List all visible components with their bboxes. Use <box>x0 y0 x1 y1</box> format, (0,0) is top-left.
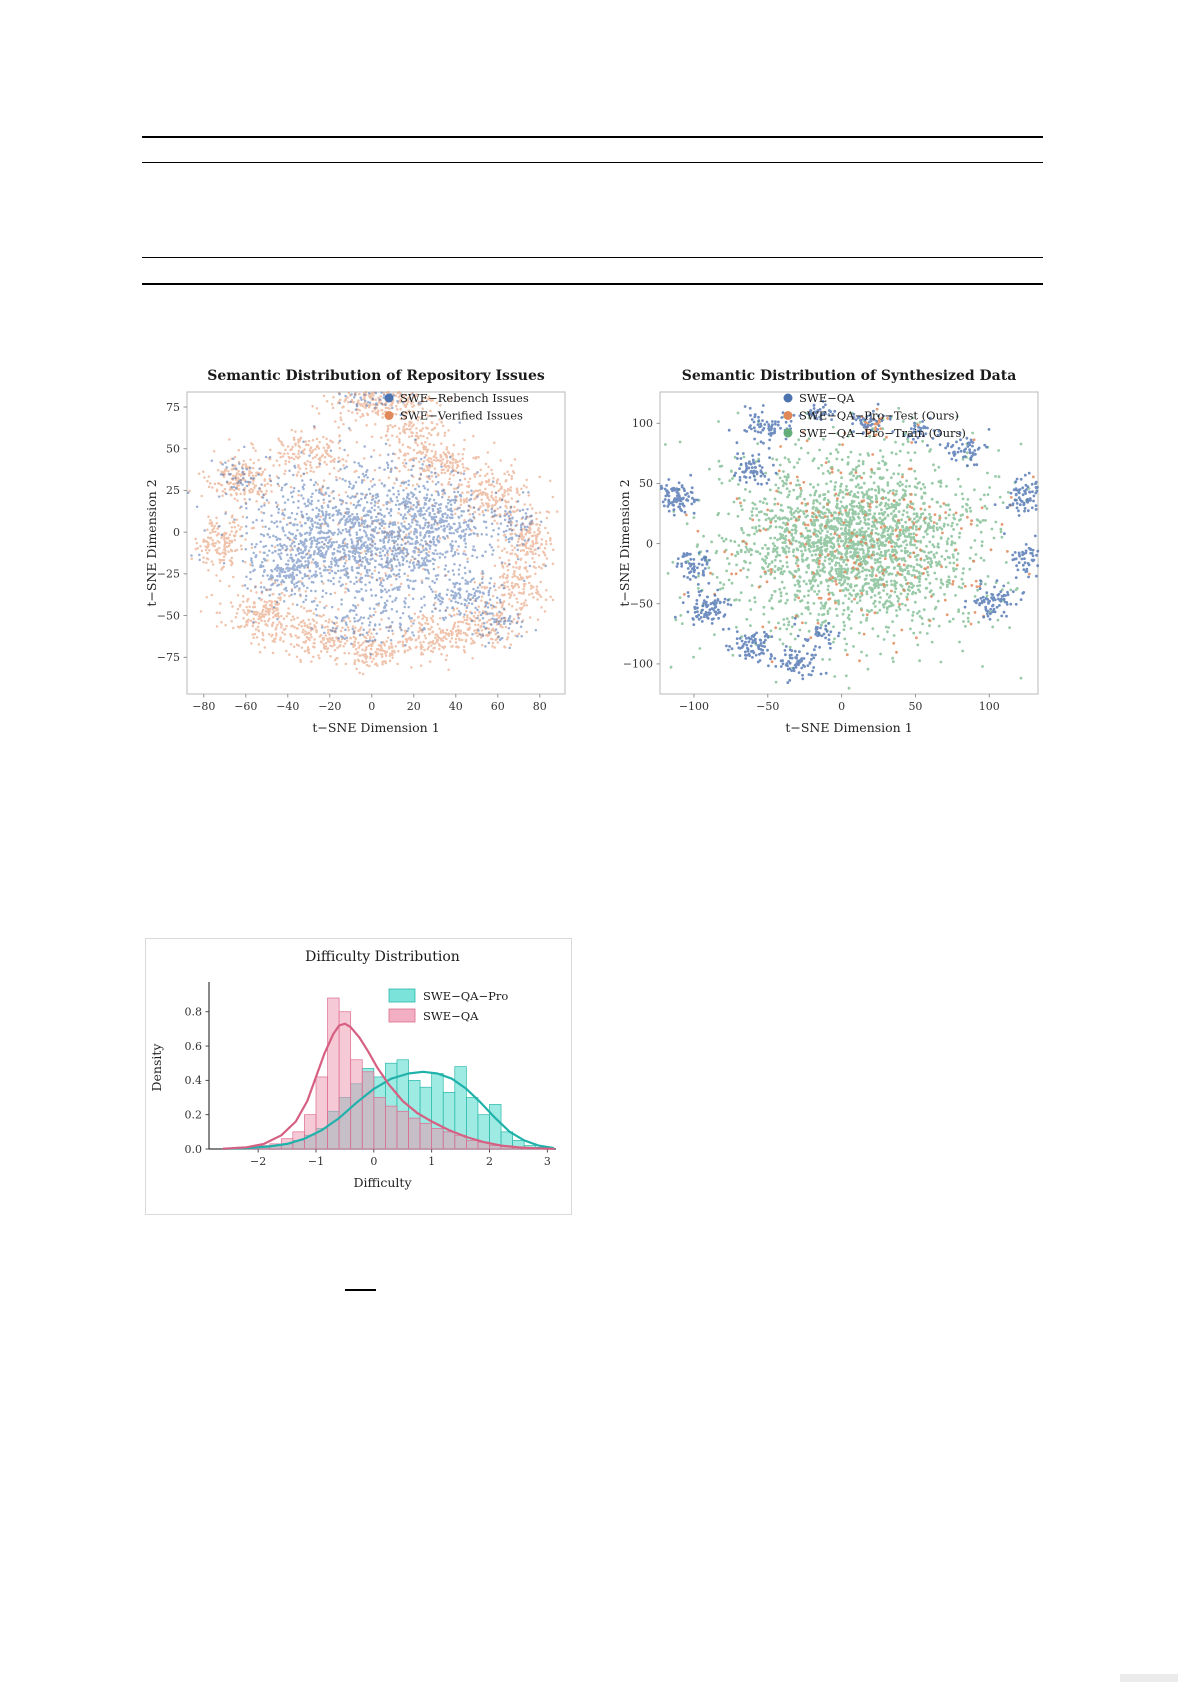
svg-text:25: 25 <box>166 484 180 497</box>
svg-text:−50: −50 <box>630 598 653 611</box>
svg-text:50: 50 <box>639 477 653 490</box>
svg-text:0: 0 <box>838 700 845 713</box>
svg-text:−50: −50 <box>157 609 180 622</box>
svg-text:−40: −40 <box>276 700 299 713</box>
svg-text:t−SNE Dimension 2: t−SNE Dimension 2 <box>144 479 159 606</box>
table-bottom-rule <box>142 283 1043 285</box>
svg-text:Semantic Distribution of Repos: Semantic Distribution of Repository Issu… <box>207 368 545 384</box>
tsne_synth-svg: −100 −50 0 50 100 −100 −50 0 50 100 Semantic Distr… <box>617 368 1040 735</box>
svg-text:75: 75 <box>166 401 180 414</box>
svg-text:0.8: 0.8 <box>185 1006 203 1019</box>
svg-text:2: 2 <box>486 1155 493 1168</box>
svg-text:−100: −100 <box>623 658 653 671</box>
svg-text:−80: −80 <box>192 700 215 713</box>
svg-text:t−SNE Dimension 1: t−SNE Dimension 1 <box>312 720 439 735</box>
table-mid-rule <box>142 257 1043 258</box>
table-top-rule <box>142 136 1043 138</box>
svg-text:0: 0 <box>173 526 180 539</box>
inline-fraction-rule <box>345 1289 376 1291</box>
svg-text:3: 3 <box>544 1155 551 1168</box>
svg-text:SWE−QA−Pro−Train (Ours): SWE−QA−Pro−Train (Ours) <box>799 426 966 440</box>
corner-artifact <box>1120 1674 1178 1682</box>
tsne_issues-svg: −80 −60 −40 −20 0 20 40 60 80 −75 −50 −25 0 25 50 75 Sem… <box>144 368 566 735</box>
figure-difficulty-distribution: −2 −1 0 1 2 3 0.0 0.2 0.4 0.6 0.8 Difficulty Distri… <box>145 938 572 1215</box>
svg-text:0.6: 0.6 <box>185 1040 203 1053</box>
svg-text:1: 1 <box>428 1155 435 1168</box>
svg-text:0.0: 0.0 <box>185 1143 203 1156</box>
svg-text:40: 40 <box>449 700 463 713</box>
svg-text:−60: −60 <box>234 700 257 713</box>
svg-text:SWE−QA−Pro: SWE−QA−Pro <box>423 989 508 1003</box>
svg-text:−20: −20 <box>318 700 341 713</box>
svg-text:50: 50 <box>166 443 180 456</box>
svg-text:SWE−Rebench Issues: SWE−Rebench Issues <box>400 391 529 405</box>
svg-text:SWE−Verified Issues: SWE−Verified Issues <box>400 409 523 423</box>
svg-text:50: 50 <box>908 700 922 713</box>
svg-text:Difficulty Distribution: Difficulty Distribution <box>305 949 460 965</box>
figure-tsne-synthesized-data: −100 −50 0 50 100 −100 −50 0 50 100 Semantic Distr… <box>614 358 1054 738</box>
svg-text:SWE−QA−Pro−Test (Ours): SWE−QA−Pro−Test (Ours) <box>799 409 959 423</box>
svg-text:−25: −25 <box>157 568 180 581</box>
svg-text:−50: −50 <box>756 700 779 713</box>
difficulty-svg: −2 −1 0 1 2 3 0.0 0.2 0.4 0.6 0.8 Difficulty Distri… <box>149 949 556 1190</box>
svg-text:−2: −2 <box>250 1155 266 1168</box>
svg-text:0: 0 <box>368 700 375 713</box>
svg-text:100: 100 <box>979 700 1000 713</box>
svg-text:20: 20 <box>407 700 421 713</box>
svg-text:0.2: 0.2 <box>185 1108 203 1121</box>
figure-tsne-repository-issues: −80 −60 −40 −20 0 20 40 60 80 −75 −50 −25 0 25 50 75 Sem… <box>141 358 581 738</box>
svg-text:−1: −1 <box>308 1155 324 1168</box>
svg-text:−75: −75 <box>157 651 180 664</box>
svg-text:60: 60 <box>491 700 505 713</box>
svg-text:Semantic Distribution of Synth: Semantic Distribution of Synthesized Dat… <box>682 368 1017 384</box>
svg-text:t−SNE Dimension 2: t−SNE Dimension 2 <box>617 479 632 606</box>
svg-text:Difficulty: Difficulty <box>353 1175 412 1190</box>
svg-text:100: 100 <box>632 417 653 430</box>
svg-text:0.4: 0.4 <box>185 1074 203 1087</box>
svg-text:80: 80 <box>533 700 547 713</box>
svg-text:SWE−QA: SWE−QA <box>799 391 855 405</box>
svg-text:Density: Density <box>149 1043 164 1092</box>
table-header-rule <box>142 162 1043 163</box>
svg-text:−100: −100 <box>679 700 709 713</box>
svg-text:t−SNE Dimension 1: t−SNE Dimension 1 <box>785 720 912 735</box>
svg-text:0: 0 <box>646 537 653 550</box>
svg-text:SWE−QA: SWE−QA <box>423 1009 479 1023</box>
svg-text:0: 0 <box>370 1155 377 1168</box>
